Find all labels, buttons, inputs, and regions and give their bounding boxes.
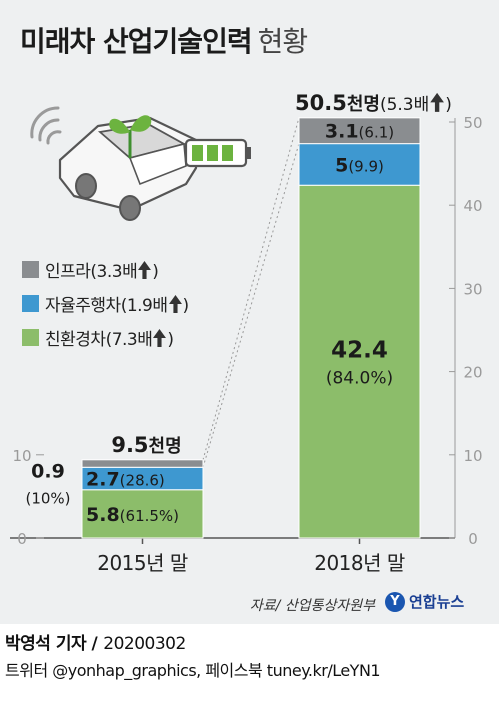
author-credit: 박영석 기자 /20200302 — [5, 629, 186, 654]
bar-layer — [81, 117, 421, 539]
x-category-label: 2018년 말 — [314, 551, 405, 575]
growth-guide-lines — [202, 117, 300, 468]
segment-value: 5 — [335, 154, 348, 176]
segment-value: 42.4 — [331, 338, 388, 364]
title-main: 미래차 산업기술인력 — [20, 25, 253, 58]
segment-label: 2.7(28.6) — [86, 469, 165, 491]
legend-arrow — [138, 260, 152, 279]
legend-item: 친환경차(7.3배) — [22, 325, 189, 350]
segment-label: 5.8(61.5%) — [86, 504, 179, 526]
up-arrow-icon — [138, 260, 152, 279]
up-arrow-icon — [168, 294, 182, 313]
chart-title: 미래차 산업기술인력 현황 — [20, 20, 490, 60]
segment-value: 0.9 — [31, 460, 65, 482]
yonhap-logo-text: 연합뉴스 — [409, 593, 465, 611]
segment-label: 3.1(6.1) — [325, 121, 394, 143]
y-tick-label: 20 — [463, 364, 482, 382]
legend-arrow — [168, 294, 182, 313]
legend-growth: (1.9배 — [120, 295, 168, 316]
legend-series-name: 자율주행차 — [45, 295, 121, 316]
title-sub: 현황 — [257, 25, 309, 58]
legend-close-paren: ) — [167, 329, 174, 350]
legend-swatch — [22, 328, 39, 346]
legend-label: 인프라(3.3배) — [45, 257, 159, 282]
left-tick-label: 0 — [17, 530, 27, 548]
total-value: 50.5 — [295, 91, 347, 115]
total-unit: 천명 — [347, 94, 380, 115]
bar-segment — [81, 459, 204, 468]
legend-series-name: 인프라 — [45, 261, 91, 282]
bar-segment — [298, 184, 421, 539]
legend: 인프라(3.3배) 자율주행차(1.9배) 친환경차(7.3배) — [22, 258, 189, 360]
yonhap-logo-icon: Y — [385, 591, 405, 612]
bar-segment — [298, 143, 421, 186]
author-name: 박영석 기자 / — [5, 634, 98, 654]
y-tick-label: 30 — [463, 280, 482, 298]
legend-arrow — [153, 328, 167, 347]
x-category-label: 2015년 말 — [97, 551, 188, 575]
total-unit: 천명 — [149, 436, 182, 457]
total-label: 9.5천명 — [111, 433, 181, 457]
legend-close-paren: ) — [152, 261, 159, 282]
car-illustration-icon — [30, 106, 251, 221]
bar-segment — [298, 117, 421, 145]
segment-share: (9.9) — [348, 157, 384, 175]
total-value: 9.5 — [111, 433, 148, 457]
legend-growth: (3.3배 — [90, 261, 138, 282]
up-arrow-icon — [430, 92, 444, 112]
y-tick-label: 50 — [463, 114, 482, 132]
legend-series-name: 친환경차 — [45, 329, 106, 350]
total-label: 50.5천명(5.3배 — [295, 91, 429, 115]
legend-item: 인프라(3.3배) — [22, 257, 189, 282]
up-arrow-icon — [153, 328, 167, 347]
left-tick-label: 10 — [12, 447, 31, 465]
legend-label: 자율주행차(1.9배) — [45, 291, 189, 316]
social-links: 트위터 @yonhap_graphics, 페이스북 tuney.kr/LeYN… — [5, 661, 381, 680]
yonhap-logo: Y 연합뉴스 — [385, 591, 464, 612]
legend-item: 자율주행차(1.9배) — [22, 291, 189, 316]
segment-value: 2.7 — [86, 469, 120, 491]
total-close-paren: ) — [445, 95, 452, 115]
guide-line-top — [202, 117, 300, 460]
y-tick-label: 10 — [463, 447, 482, 465]
segment-share: (10%) — [25, 489, 70, 507]
segment-share: (6.1) — [359, 124, 395, 142]
segment-share: (28.6) — [120, 472, 165, 490]
source-note: 자료/ 산업통상자원부 — [249, 598, 375, 614]
segment-value: 3.1 — [325, 121, 359, 143]
y-tick-label: 40 — [463, 197, 482, 215]
infographic-panel: 미래차 산업기술인력 현황 0 10 20 30 40 50 10 0 2015년 말 2018년… — [0, 0, 499, 624]
guide-line-middle — [202, 143, 300, 468]
y-tick-label: 0 — [468, 530, 478, 548]
legend-swatch — [22, 294, 39, 312]
segment-label: 5(9.9) — [335, 154, 384, 176]
legend-swatch — [22, 260, 39, 278]
legend-growth: (7.3배 — [105, 329, 153, 350]
publish-date: 20200302 — [103, 634, 186, 654]
segment-value: 5.8 — [86, 504, 120, 526]
legend-close-paren: ) — [182, 295, 190, 316]
segment-share: (84.0%) — [326, 369, 393, 389]
total-growth: (5.3배 — [380, 95, 429, 115]
data-label-layer: 2015년 말 2018년 말5.8(61.5%)2.7(28.6)0.9(10%… — [25, 91, 451, 575]
bar-segment — [81, 489, 204, 539]
segment-share: (61.5%) — [120, 507, 179, 525]
legend-label: 친환경차(7.3배) — [45, 325, 174, 350]
